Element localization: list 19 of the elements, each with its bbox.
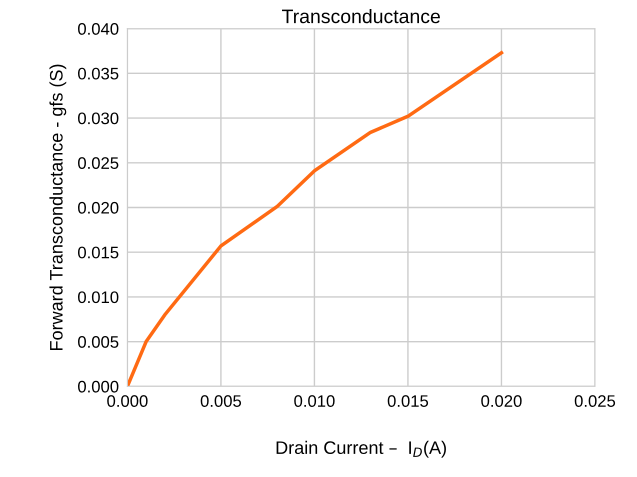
x-tick-label: 0.000	[107, 395, 148, 407]
y-tick-label: 0.030	[78, 112, 118, 124]
x-axis-title: Drain Current – I$_{D}$(A)	[276, 440, 446, 458]
x-tick-label: 0.015	[388, 395, 428, 407]
x-tick-label: 0.010	[294, 395, 335, 407]
y-tick-label: 0.000	[78, 380, 118, 393]
y-axis-title: Forward Transconductance - gfs (S)	[49, 64, 66, 350]
x-tick-label: 0.020	[481, 395, 522, 407]
y-tick-label: 0.010	[78, 291, 118, 304]
y-tick-label: 0.025	[78, 157, 118, 169]
y-tick-label: 0.015	[78, 246, 118, 258]
y-tick-label: 0.020	[78, 202, 118, 214]
y-tick-label: 0.005	[78, 336, 118, 348]
chart-title: Transconductance	[282, 8, 440, 24]
line-series	[127, 51, 504, 386]
y-tick-label: 0.040	[78, 23, 118, 35]
y-tick-label: 0.035	[78, 68, 118, 80]
x-tick-label: 0.025	[574, 395, 616, 407]
x-tick-label: 0.005	[200, 395, 242, 407]
